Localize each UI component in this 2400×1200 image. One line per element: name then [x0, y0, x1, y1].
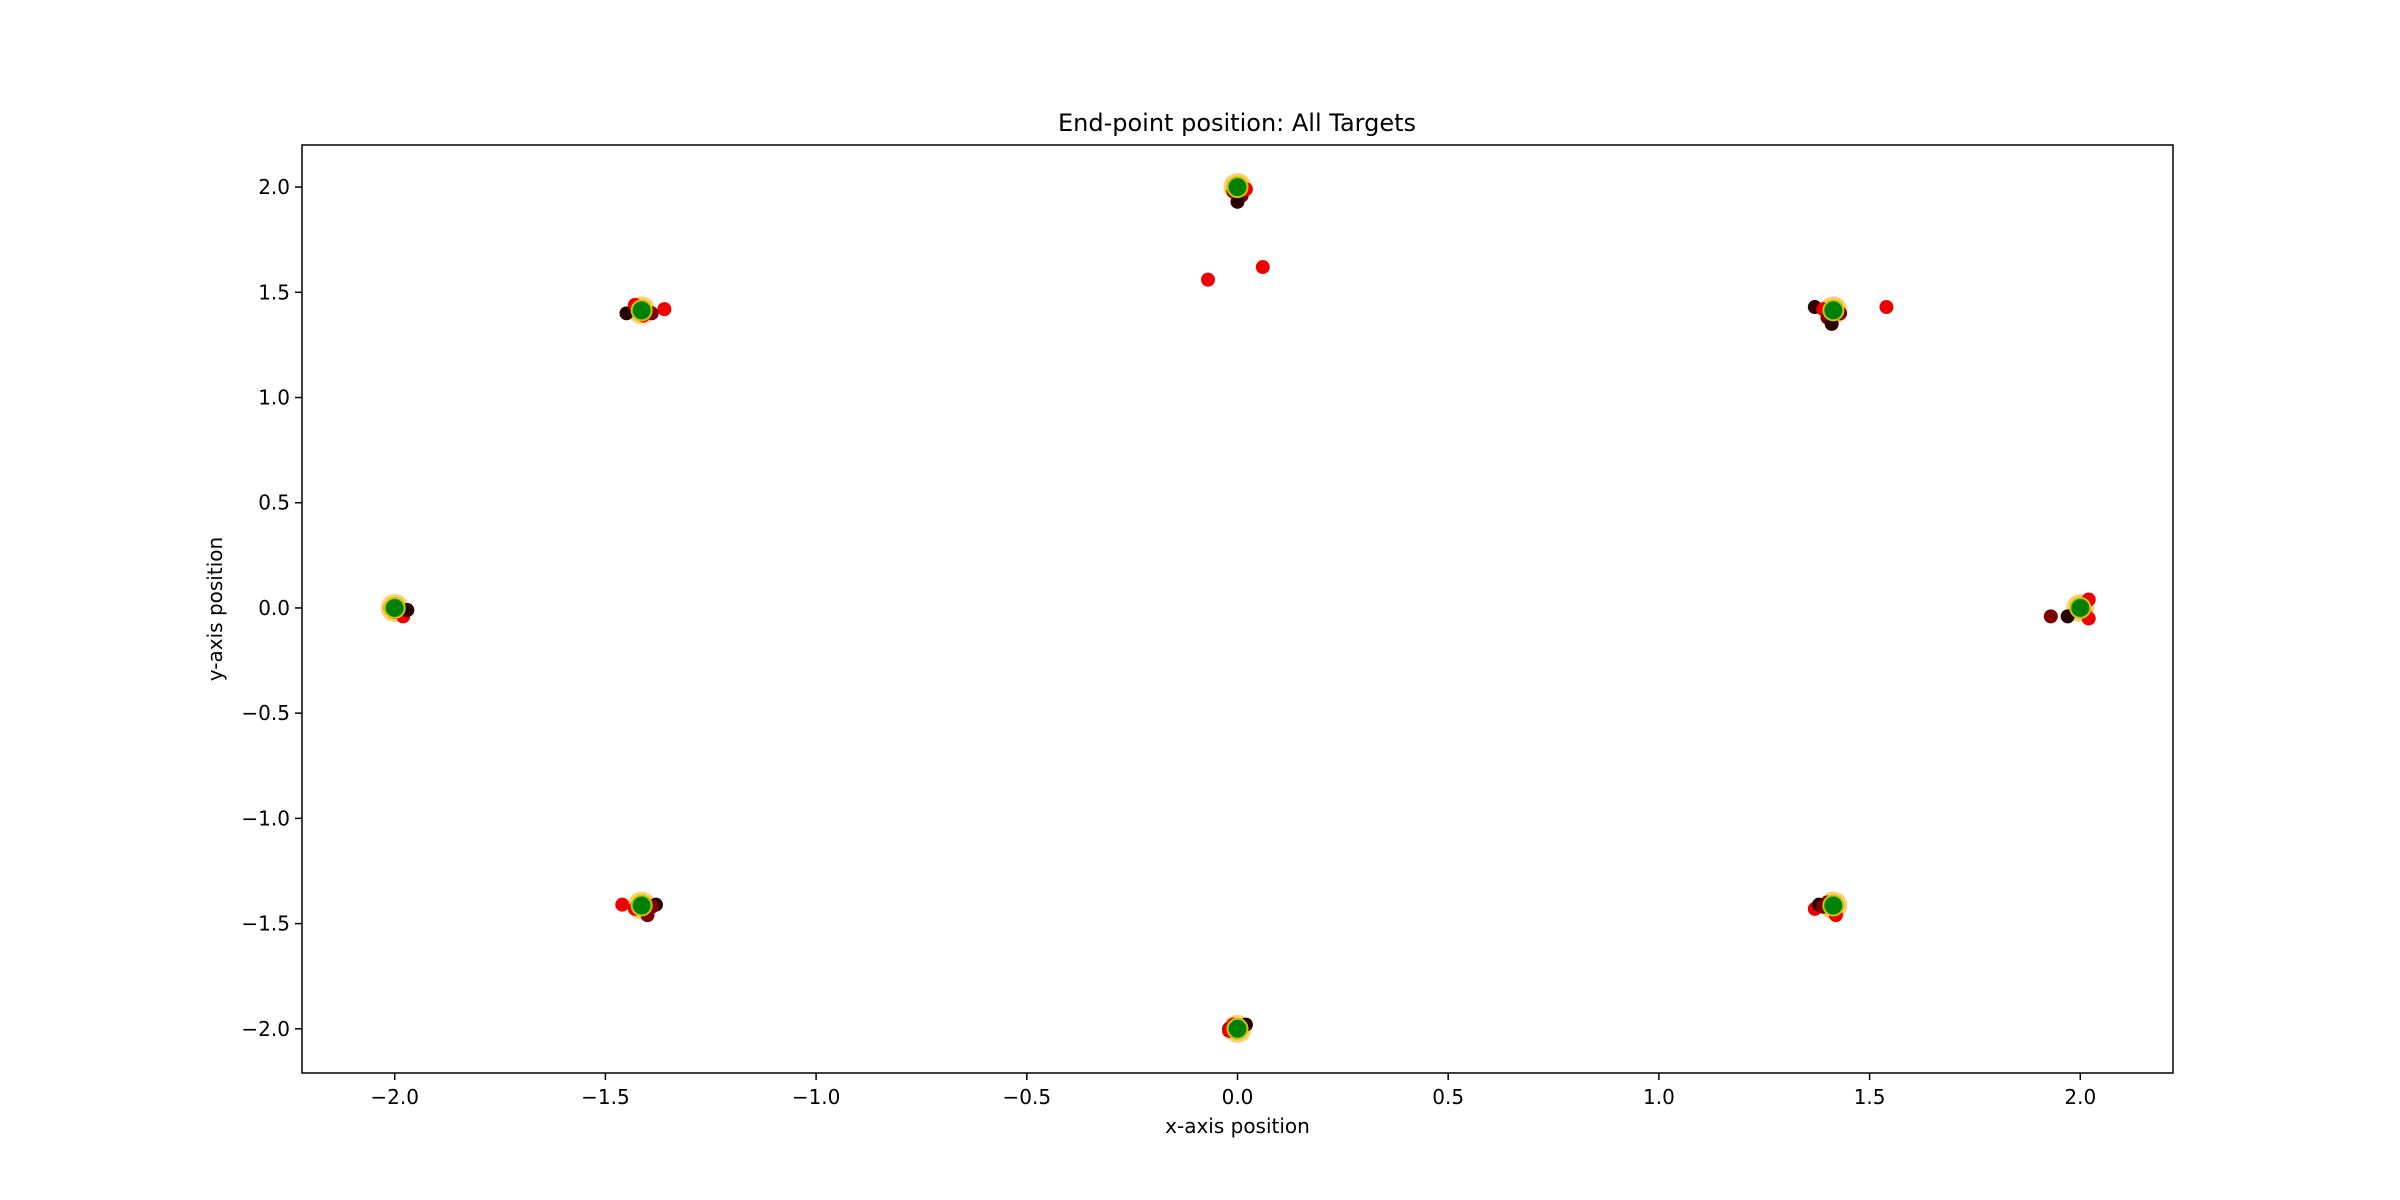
y-tick-label: −0.5 [241, 701, 290, 725]
endpoint-marker [2043, 609, 2058, 624]
y-tick-label: 0.0 [258, 596, 290, 620]
target-marker [1226, 1017, 1249, 1040]
x-tick-label: −1.5 [581, 1085, 630, 1109]
y-tick-label: −2.0 [241, 1017, 290, 1041]
x-axis: −2.0 −1.5 −1.0 −0.5 0.0 0.5 1.0 1.5 2.0 [370, 1073, 2096, 1109]
x-tick-label: −2.0 [370, 1085, 419, 1109]
x-tick-label: 1.5 [1854, 1085, 1886, 1109]
y-tick-label: 1.5 [258, 280, 290, 304]
y-axis: −2.0 −1.5 −1.0 −0.5 0.0 0.5 1.0 1.5 2.0 [241, 175, 302, 1041]
x-tick-label: −1.0 [792, 1085, 841, 1109]
target-marker [2069, 596, 2092, 619]
chart-title: End-point position: All Targets [1058, 109, 1416, 137]
target-marker [383, 596, 406, 619]
y-tick-label: −1.5 [241, 912, 290, 936]
x-tick-label: −0.5 [1003, 1085, 1052, 1109]
plot-area [380, 173, 2096, 1043]
target-marker [630, 894, 653, 917]
endpoint-marker [1255, 260, 1270, 275]
x-tick-label: 2.0 [2064, 1085, 2096, 1109]
x-axis-label: x-axis position [1165, 1114, 1310, 1138]
endpoint-marker [1230, 194, 1245, 209]
target-marker [630, 299, 653, 322]
x-tick-label: 1.0 [1643, 1085, 1675, 1109]
x-tick-label: 0.0 [1222, 1085, 1254, 1109]
y-tick-label: 2.0 [258, 175, 290, 199]
y-tick-label: −1.0 [241, 806, 290, 830]
y-tick-label: 1.0 [258, 386, 290, 410]
target-marker [1226, 176, 1249, 199]
y-axis-label: y-axis position [203, 537, 227, 681]
endpoint-marker [615, 897, 630, 912]
x-tick-label: 0.5 [1432, 1085, 1464, 1109]
endpoint-marker [1201, 272, 1216, 287]
y-tick-label: 0.5 [258, 491, 290, 515]
target-marker [1822, 299, 1845, 322]
target-marker [1822, 894, 1845, 917]
endpoint-marker [657, 302, 672, 317]
endpoint-marker [1879, 300, 1894, 315]
